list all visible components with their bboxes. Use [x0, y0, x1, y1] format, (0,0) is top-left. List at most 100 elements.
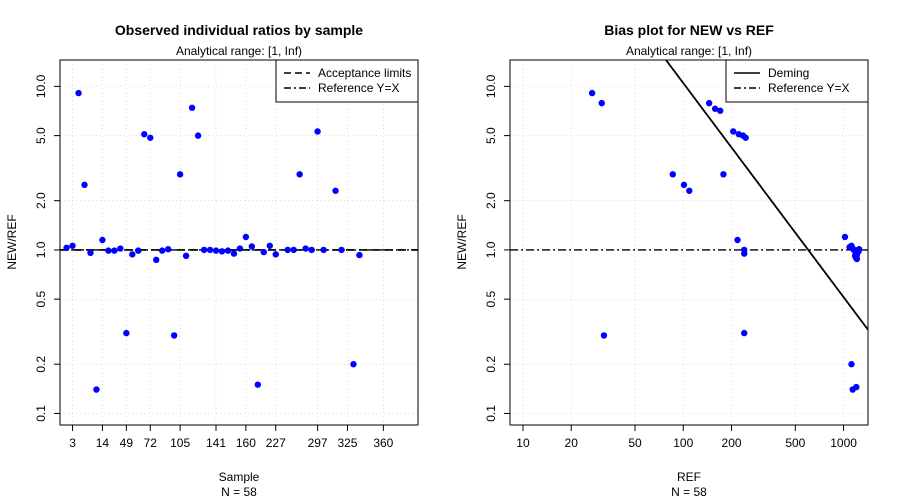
data-point	[730, 128, 737, 135]
data-point	[81, 181, 88, 189]
data-point	[302, 245, 309, 252]
panel2-points	[588, 89, 863, 393]
data-point	[680, 181, 688, 189]
data-point	[206, 246, 214, 254]
panel2-xlabel-note: N = 58	[671, 485, 707, 499]
data-point	[741, 329, 748, 337]
y-tick-label: 5.0	[34, 127, 48, 144]
data-point	[129, 251, 136, 258]
data-point	[266, 242, 273, 249]
panel2-subtitle: Analytical range: [1, Inf)	[626, 44, 752, 58]
data-point	[254, 381, 262, 388]
data-point	[669, 171, 676, 178]
panel2-lines	[510, 60, 868, 331]
data-point	[290, 246, 297, 254]
legend-box	[275, 59, 419, 103]
x-tick-label: 105	[170, 436, 190, 450]
deming-line	[665, 60, 868, 331]
data-point	[182, 252, 190, 260]
data-point	[176, 171, 184, 178]
panel2-title: Bias plot for NEW vs REF	[604, 22, 774, 38]
data-point	[123, 329, 130, 337]
x-tick-label: 72	[144, 436, 158, 450]
x-tick-label: 227	[266, 436, 286, 450]
x-tick-label: 500	[785, 436, 805, 450]
x-tick-label: 325	[337, 436, 357, 450]
x-tick-label: 3	[69, 436, 76, 450]
y-tick-label: 10.0	[484, 74, 498, 98]
data-point	[212, 247, 220, 254]
data-point	[159, 247, 166, 254]
data-point	[236, 245, 244, 252]
panel2-plot: 0.1 0.2 0.5 1.0 2.0 5.0 10.0 10 20 50 100 200 500 100…	[484, 59, 869, 450]
data-point	[338, 246, 345, 254]
panel1-frame	[59, 59, 419, 426]
data-point	[111, 247, 118, 254]
panel2-xlabel: REF	[677, 470, 701, 484]
data-point	[242, 233, 250, 241]
data-point	[314, 128, 321, 135]
data-point	[686, 187, 693, 194]
x-tick-label: 49	[120, 436, 134, 450]
data-point	[147, 134, 154, 141]
panel1-title: Observed individual ratios by sample	[115, 22, 363, 38]
data-point	[164, 246, 172, 253]
y-tick-label: 0.2	[484, 356, 498, 373]
data-point	[200, 246, 208, 254]
data-point	[588, 89, 596, 97]
data-point	[230, 250, 238, 257]
x-tick-label: 297	[308, 436, 328, 450]
data-point	[117, 245, 124, 252]
data-point	[93, 386, 100, 393]
x-tick-label: 160	[236, 436, 256, 450]
data-point	[853, 383, 860, 391]
data-point	[272, 251, 279, 258]
data-point	[284, 246, 291, 254]
data-point	[87, 249, 94, 257]
data-point	[742, 134, 749, 141]
y-tick-label: 0.1	[484, 405, 498, 422]
x-tick-label: 100	[673, 436, 693, 450]
data-point	[75, 89, 82, 97]
data-point	[308, 246, 315, 254]
x-tick-label: 1000	[830, 436, 857, 450]
data-point	[135, 247, 142, 254]
data-point	[99, 236, 106, 244]
data-point	[141, 131, 148, 138]
data-point	[248, 243, 256, 250]
legend-label: Acceptance limits	[318, 66, 411, 80]
panel1-plot: 0.1 0.2 0.5 1.0 2.0 5.0 10.0 3 14 49 72 105 141 160 22…	[34, 59, 419, 450]
data-point	[63, 244, 70, 252]
data-point	[600, 332, 608, 339]
y-tick-label: 0.5	[34, 290, 48, 307]
y-tick-label: 2.0	[484, 192, 498, 209]
data-point	[188, 104, 196, 111]
y-tick-label: 0.5	[484, 290, 498, 307]
data-point	[260, 248, 268, 256]
x-tick-label: 14	[96, 436, 110, 450]
panel1-points	[63, 89, 363, 393]
x-tick-label: 50	[628, 436, 642, 450]
data-point	[218, 248, 226, 255]
data-point	[105, 247, 112, 254]
x-tick-label: 141	[206, 436, 226, 450]
data-point	[153, 256, 160, 264]
data-point	[598, 99, 605, 107]
data-point	[170, 332, 178, 339]
x-tick-label: 360	[373, 436, 393, 450]
data-point	[224, 247, 232, 254]
panel2-ylabel: NEW/REF	[455, 214, 469, 269]
data-point	[296, 171, 303, 178]
data-point	[350, 361, 357, 368]
data-point	[720, 171, 727, 178]
data-point	[741, 250, 748, 257]
x-tick-label: 10	[516, 436, 530, 450]
panel2-frame	[509, 59, 869, 426]
y-tick-label: 1.0	[34, 241, 48, 258]
y-tick-label: 0.2	[34, 356, 48, 373]
legend-box	[725, 59, 869, 103]
y-tick-label: 1.0	[484, 241, 498, 258]
